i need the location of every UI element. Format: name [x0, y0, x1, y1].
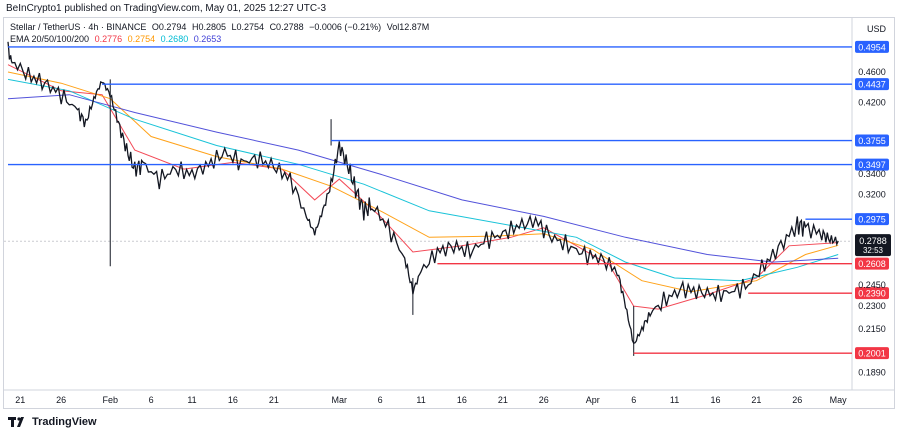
chart-panel[interactable] — [3, 17, 895, 409]
y-axis[interactable]: 0.4600 0.4200 0.3400 0.3200 0.2450 0.2300 0.21… — [858, 67, 886, 378]
levels-layer: 0.4954 0.4437 0.3755 0.3497 0.2975 0.2608 0.23… — [8, 40, 889, 360]
x-tick-label: 26 — [792, 395, 802, 405]
x-tick-label: 11 — [670, 395, 679, 405]
x-tick-label: 11 — [187, 395, 196, 405]
y-tick-label: 0.1890 — [858, 367, 886, 377]
resistance-level-label: 0.3497 — [858, 160, 886, 170]
ema-line-ema100 — [7, 78, 839, 282]
volume-value: Vol12.87M — [386, 22, 430, 32]
currency-label: USD — [866, 24, 886, 34]
tradingview-footer[interactable]: TradingView — [8, 416, 97, 428]
y-tick-label: 0.4600 — [858, 67, 886, 77]
ema-line-ema50 — [7, 71, 839, 293]
ema200-value: 0.2653 — [193, 34, 222, 44]
tradingview-logo-icon — [8, 417, 24, 427]
price-series — [7, 41, 839, 345]
x-tick-label: 21 — [15, 395, 25, 405]
support-level-label: 0.2608 — [858, 259, 886, 269]
x-tick-label: Feb — [102, 395, 118, 405]
x-tick-label: 6 — [631, 395, 636, 405]
resistance-level-label: 0.4954 — [858, 42, 886, 52]
resistance-level-label: 0.3755 — [858, 136, 886, 146]
ohlc-high: H0.2805 — [191, 22, 226, 32]
y-tick-label: 0.4200 — [858, 98, 886, 108]
x-tick-label: 21 — [269, 395, 279, 405]
ohlc-low: L0.2754 — [231, 22, 265, 32]
x-tick-label: 11 — [416, 395, 425, 405]
bar-countdown: 32:53 — [863, 246, 884, 255]
support-level-tag — [855, 287, 889, 300]
x-tick-label: Apr — [586, 395, 600, 405]
price-layer — [7, 41, 839, 356]
x-tick-label: 26 — [539, 395, 549, 405]
ema50-value: 0.2754 — [127, 34, 156, 44]
y-tick-label: 0.2300 — [858, 301, 886, 311]
y-tick-label: 0.2150 — [858, 324, 886, 334]
ema-line-ema20 — [7, 64, 839, 310]
support-level-label: 0.2001 — [858, 349, 886, 359]
ema-label[interactable]: EMA 20/50/100/200 — [10, 34, 90, 44]
y-tick-label: 0.3400 — [858, 169, 886, 179]
ema-legend: EMA 20/50/100/200 0.2776 0.2754 0.2680 0… — [10, 34, 224, 44]
x-tick-label: 21 — [751, 395, 761, 405]
resistance-level-tag — [855, 213, 889, 226]
support-level-tag — [855, 347, 889, 360]
support-level-tag — [855, 257, 889, 270]
resistance-level-tag — [855, 40, 889, 53]
ohlc-close: C0.2788 — [269, 22, 304, 32]
x-tick-label: 6 — [149, 395, 154, 405]
last-price-value: 0.2788 — [859, 236, 887, 246]
support-level-label: 0.2390 — [858, 289, 886, 299]
x-tick-label: 16 — [710, 395, 720, 405]
y-tick-label: 0.3200 — [858, 190, 886, 200]
resistance-level-label: 0.2975 — [858, 215, 886, 225]
tradingview-brand: TradingView — [32, 416, 97, 428]
ohlc-change: −0.0006 (−0.21%) — [309, 22, 382, 32]
resistance-level-tag — [855, 134, 889, 147]
ema-line-ema200 — [7, 94, 839, 263]
x-tick-label: Mar — [332, 395, 348, 405]
ema-layer — [7, 64, 839, 310]
x-axis[interactable]: 21 26 Feb 6 11 16 21 Mar 6 11 16 21 26 Apr 6 11 16 21 26 Ma… — [15, 395, 847, 405]
ema20-value: 0.2776 — [94, 34, 123, 44]
x-tick-label: May — [830, 395, 848, 405]
symbol-legend: Stellar / TetherUS · 4h · BINANCE O0.279… — [10, 22, 432, 32]
publish-line: BeInCrypto1 published on TradingView.com… — [6, 3, 326, 14]
last-price-box — [855, 234, 891, 257]
resistance-level-label: 0.4437 — [858, 80, 886, 90]
resistance-level-tag — [855, 158, 889, 171]
resistance-level-tag — [855, 78, 889, 91]
symbol-name[interactable]: Stellar / TetherUS · 4h · BINANCE — [10, 22, 147, 32]
ohlc-open: O0.2794 — [151, 22, 187, 32]
x-tick-label: 21 — [498, 395, 508, 405]
x-tick-label: 6 — [378, 395, 383, 405]
y-tick-label: 0.2450 — [858, 280, 886, 290]
x-tick-label: 16 — [457, 395, 467, 405]
ema100-value: 0.2680 — [160, 34, 189, 44]
x-tick-label: 26 — [56, 395, 66, 405]
x-tick-label: 16 — [228, 395, 238, 405]
